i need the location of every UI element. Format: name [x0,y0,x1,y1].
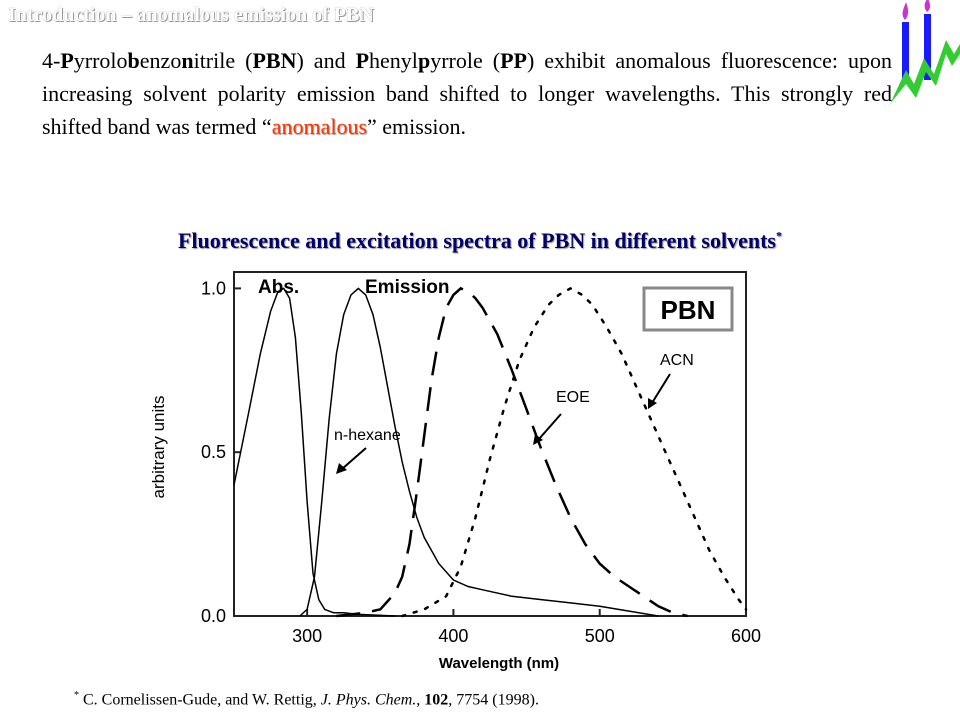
hexane-emission-curve [299,287,659,617]
eoe-arrow [533,413,562,445]
x-tick-label: 400 [438,626,468,646]
institution-logo [890,0,960,104]
spectra-chart: 300 400 500 600 0.0 0.5 1.0 arbitrary units Wa… [149,271,761,672]
figure-caption: Fluorescence and excitation spectra of P… [178,228,782,253]
hexane-label: n-hexane [334,427,401,444]
pbn-label: PBN [661,295,716,325]
acn-label: ACN [660,352,694,369]
eoe-label: EOE [556,389,590,406]
abs-label: Abs. [258,277,299,298]
plot-frame [233,271,747,617]
y-tick-label: 1.0 [201,278,226,298]
abs-curve [233,287,395,617]
anomalous-highlight: anomalous [271,114,368,139]
x-axis-label: Wavelength (nm) [439,655,559,672]
intro-paragraph: 4-Pyrrolobenzonitrile (PBN) and Phenylpy… [42,48,893,139]
acn-arrow [648,373,671,409]
emission-label: Emission [365,277,449,298]
eoe-emission-curve [336,286,688,618]
x-tick-label: 600 [731,626,761,646]
y-axis-label: arbitrary units [149,396,168,499]
y-tick-label: 0.5 [201,442,226,462]
acn-emission-curve [400,286,748,618]
hexane-arrow [336,447,367,474]
pbn-box [642,286,734,332]
x-tick-label: 300 [292,626,322,646]
reference-footnote: * C. Cornelissen-Gude, and W. Rettig, J.… [74,690,539,709]
y-tick-label: 0.0 [201,606,226,626]
slide-title: Introduction – anomalous emission of PBN [8,4,374,26]
x-tick-label: 500 [585,626,615,646]
